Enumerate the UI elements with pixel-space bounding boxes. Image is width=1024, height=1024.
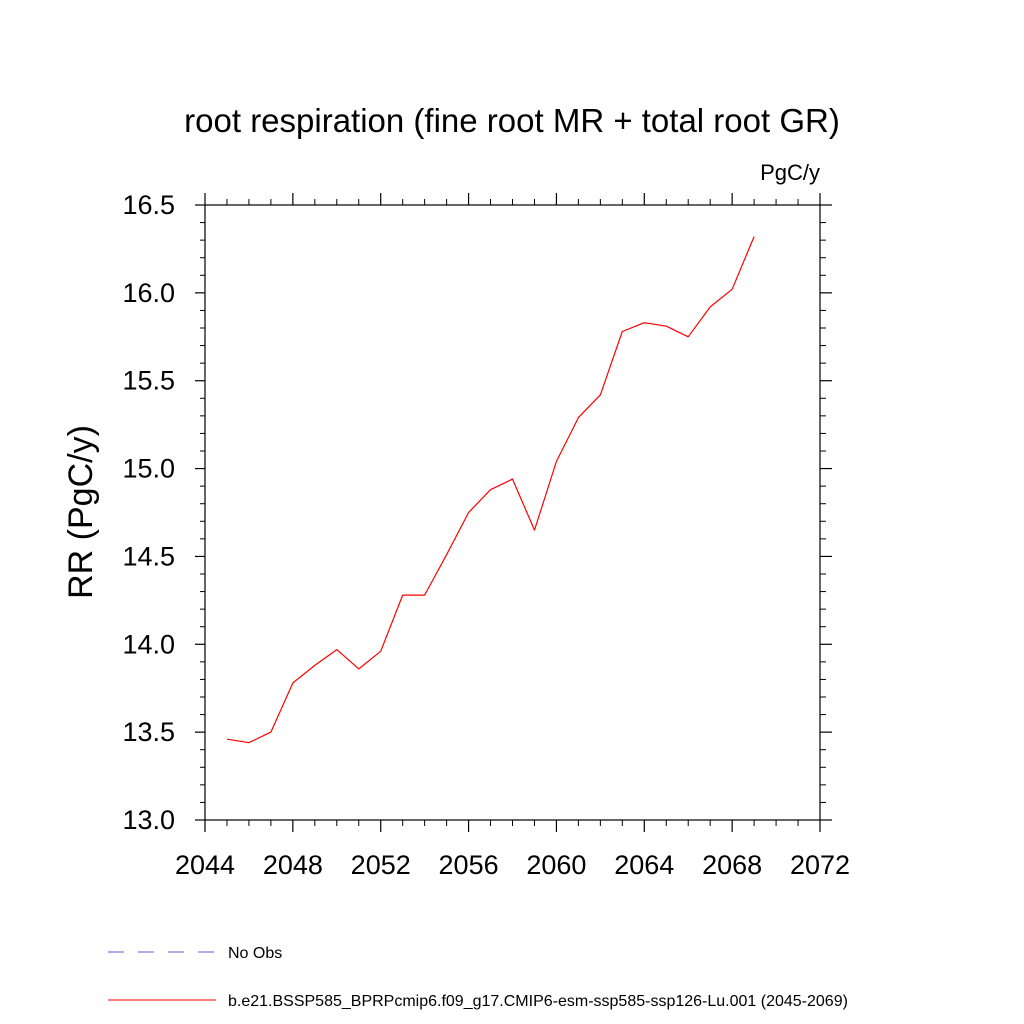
data-point bbox=[753, 236, 755, 238]
y-tick-label: 13.5 bbox=[122, 717, 175, 747]
data-series-group bbox=[226, 236, 755, 744]
data-point bbox=[643, 322, 645, 324]
y-tick-label: 14.5 bbox=[122, 541, 175, 571]
x-tick-label: 2068 bbox=[702, 850, 762, 880]
data-point bbox=[709, 306, 711, 308]
data-point bbox=[424, 594, 426, 596]
legend-label: b.e21.BSSP585_BPRPcmip6.f09_g17.CMIP6-es… bbox=[228, 993, 848, 1010]
data-point bbox=[380, 651, 382, 653]
data-point bbox=[358, 668, 360, 670]
x-axis-ticks: 2044 2048 2052 2056 2060 2064 2068 2072 bbox=[175, 193, 850, 880]
y-tick-label: 13.0 bbox=[122, 805, 175, 835]
x-tick-label: 2048 bbox=[263, 850, 323, 880]
data-point bbox=[248, 742, 250, 744]
legend: No Obs b.e21.BSSP585_BPRPcmip6.f09_g17.CM… bbox=[108, 945, 848, 1010]
y-tick-label: 14.0 bbox=[122, 629, 175, 659]
data-point bbox=[687, 336, 689, 338]
data-point bbox=[578, 417, 580, 419]
data-point bbox=[622, 331, 624, 333]
y-tick-label: 16.5 bbox=[122, 190, 175, 220]
plot-area-frame bbox=[204, 204, 821, 821]
y-tick-label: 15.0 bbox=[122, 454, 175, 484]
data-point bbox=[402, 594, 404, 596]
x-tick-label: 2044 bbox=[175, 850, 235, 880]
x-tick-label: 2056 bbox=[439, 850, 499, 880]
data-point bbox=[226, 738, 228, 740]
data-point bbox=[600, 394, 602, 396]
data-point bbox=[665, 325, 667, 327]
series-line bbox=[226, 236, 755, 744]
x-tick-label: 2072 bbox=[790, 850, 850, 880]
legend-label: No Obs bbox=[228, 945, 282, 962]
chart-title: root respiration (fine root MR + total r… bbox=[184, 102, 840, 139]
x-tick-label: 2064 bbox=[614, 850, 674, 880]
data-point bbox=[270, 731, 272, 733]
x-tick-label: 2060 bbox=[526, 850, 586, 880]
x-tick-label: 2052 bbox=[351, 850, 411, 880]
data-point bbox=[512, 478, 514, 480]
data-point bbox=[446, 554, 448, 556]
y-tick-label: 15.5 bbox=[122, 366, 175, 396]
data-point bbox=[731, 289, 733, 291]
data-point bbox=[336, 649, 338, 651]
y-tick-label: 16.0 bbox=[122, 278, 175, 308]
data-point bbox=[468, 512, 470, 514]
y-axis-label: RR (PgC/y) bbox=[62, 425, 100, 599]
data-point bbox=[314, 665, 316, 667]
data-point bbox=[292, 682, 294, 684]
y-axis-ticks: 13.0 13.5 14.0 14.5 15.0 15.5 16.0 16.5 bbox=[122, 190, 832, 835]
data-point bbox=[490, 489, 492, 491]
data-point bbox=[534, 529, 536, 531]
data-point bbox=[556, 461, 558, 463]
chart-units-label: PgC/y bbox=[760, 160, 820, 185]
